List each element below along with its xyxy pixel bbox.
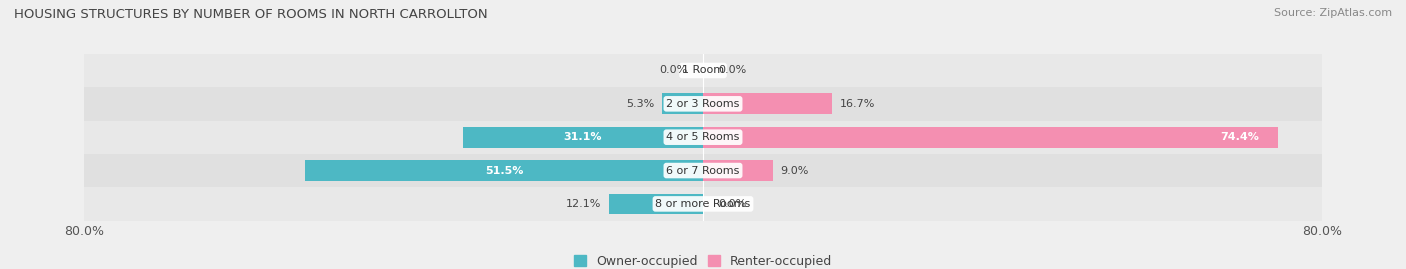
Bar	[84, 154, 1322, 187]
Bar	[662, 94, 703, 114]
Text: 1 Room: 1 Room	[682, 65, 724, 76]
Text: 4 or 5 Rooms: 4 or 5 Rooms	[666, 132, 740, 142]
Text: Source: ZipAtlas.com: Source: ZipAtlas.com	[1274, 8, 1392, 18]
Text: 2 or 3 Rooms: 2 or 3 Rooms	[666, 99, 740, 109]
Text: 5.3%: 5.3%	[626, 99, 654, 109]
Bar	[463, 127, 703, 147]
Bar	[305, 160, 703, 181]
Bar	[703, 160, 773, 181]
Text: 9.0%: 9.0%	[780, 165, 808, 176]
Bar	[84, 121, 1322, 154]
Text: 6 or 7 Rooms: 6 or 7 Rooms	[666, 165, 740, 176]
Text: 16.7%: 16.7%	[839, 99, 876, 109]
Text: 51.5%: 51.5%	[485, 165, 523, 176]
Text: 0.0%: 0.0%	[718, 65, 747, 76]
Bar	[609, 194, 703, 214]
Text: 31.1%: 31.1%	[564, 132, 602, 142]
Text: 0.0%: 0.0%	[659, 65, 688, 76]
Bar	[84, 187, 1322, 221]
Text: HOUSING STRUCTURES BY NUMBER OF ROOMS IN NORTH CARROLLTON: HOUSING STRUCTURES BY NUMBER OF ROOMS IN…	[14, 8, 488, 21]
Text: 8 or more Rooms: 8 or more Rooms	[655, 199, 751, 209]
Text: 12.1%: 12.1%	[567, 199, 602, 209]
Text: 0.0%: 0.0%	[718, 199, 747, 209]
Bar	[84, 54, 1322, 87]
Bar	[703, 127, 1278, 147]
Bar	[84, 87, 1322, 121]
Bar	[703, 94, 832, 114]
Legend: Owner-occupied, Renter-occupied: Owner-occupied, Renter-occupied	[574, 255, 832, 268]
Text: 74.4%: 74.4%	[1220, 132, 1258, 142]
